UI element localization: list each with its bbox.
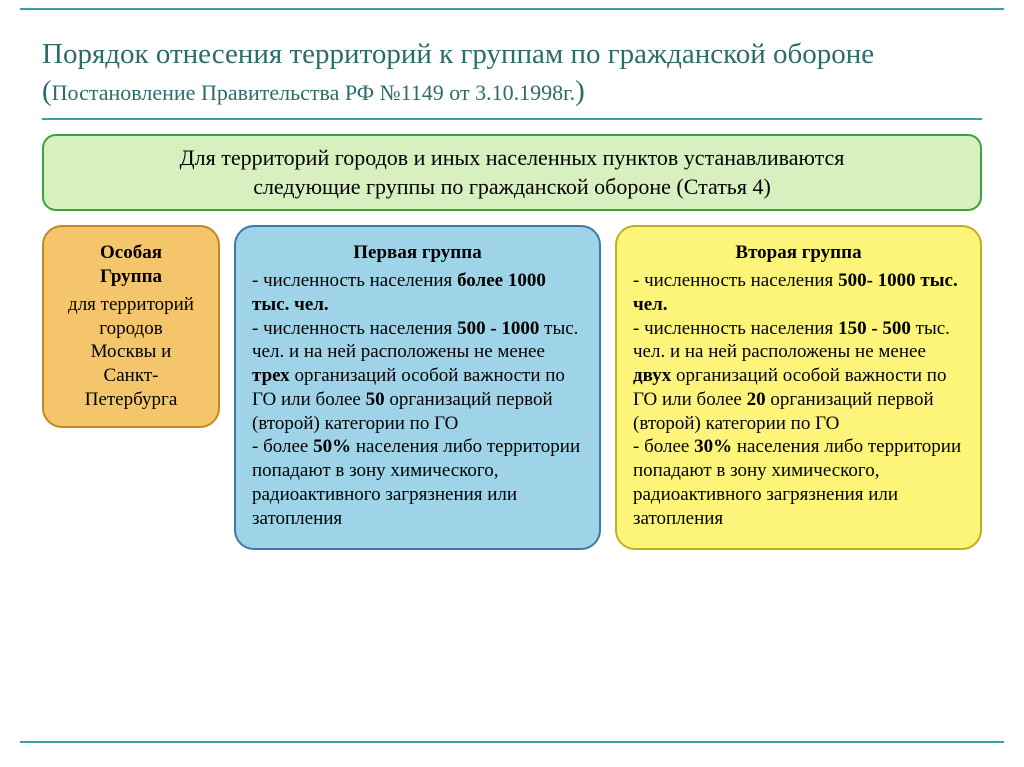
second-p1a: - численность населения <box>633 270 833 291</box>
special-body-l5: Петербурга <box>85 389 178 410</box>
first-p2a: - численность населения <box>252 318 457 339</box>
first-p2d: трех <box>252 365 290 386</box>
card-second-body: - численность населения 500- 1000 тыс. ч… <box>633 269 964 530</box>
card-first-group: Первая группа - численность населения бо… <box>234 225 601 550</box>
first-p2f: 50 <box>366 389 385 410</box>
card-second-group: Вторая группа - численность населения 50… <box>615 225 982 550</box>
card-first-body: - численность населения более 1000 тыс. … <box>252 269 583 530</box>
first-p1a: - численность населения <box>252 270 452 291</box>
title-subtitle: Постановление Правительства РФ №1149 от … <box>52 80 576 105</box>
intro-box: Для территорий городов и иных населенных… <box>42 134 982 211</box>
card-special-title: Особая Группа <box>54 241 208 289</box>
card-second-title: Вторая группа <box>633 241 964 265</box>
second-p3a: - более <box>633 436 694 457</box>
first-p3a: - более <box>252 436 313 457</box>
frame-bottom-rule <box>20 741 1004 743</box>
title-main-text: Порядок отнесения территорий к группам п… <box>42 38 874 70</box>
special-body-l2: городов <box>99 318 162 339</box>
second-p3b: 30% <box>694 436 732 457</box>
slide-title-block: Порядок отнесения территорий к группам п… <box>42 36 982 120</box>
second-p2d: двух <box>633 365 671 386</box>
special-body-l3: Москвы и <box>91 341 172 362</box>
intro-line-2: следующие группы по гражданской обороне … <box>64 173 960 202</box>
first-p2b: 500 - 1000 <box>457 318 539 339</box>
slide-title: Порядок отнесения территорий к группам п… <box>42 36 982 110</box>
special-title-l1: Особая <box>100 242 162 263</box>
special-body-l1: для территорий <box>68 294 194 315</box>
paren-open: ( <box>42 75 52 107</box>
intro-line-1: Для территорий городов и иных населенных… <box>64 144 960 173</box>
card-special-group: Особая Группа для территорий городов Мос… <box>42 225 220 427</box>
special-body-l4: Санкт- <box>104 365 159 386</box>
paren-close: ) <box>575 75 585 107</box>
second-p2f: 20 <box>747 389 766 410</box>
cards-row: Особая Группа для территорий городов Мос… <box>42 225 982 550</box>
second-p2a: - численность населения <box>633 318 838 339</box>
frame-top-rule <box>20 8 1004 10</box>
special-title-l2: Группа <box>100 266 162 287</box>
card-first-title: Первая группа <box>252 241 583 265</box>
first-p3b: 50% <box>313 436 351 457</box>
second-p2b: 150 - 500 <box>838 318 911 339</box>
